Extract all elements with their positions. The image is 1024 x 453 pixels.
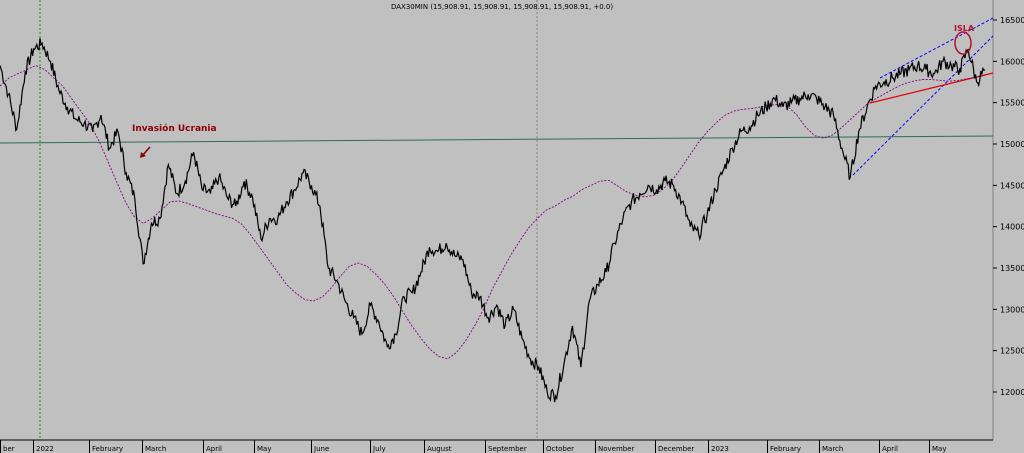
horizontal-level-line [0, 135, 994, 144]
x-tick-label: ber [3, 445, 15, 453]
x-tick-label: September [488, 445, 527, 453]
y-tick-label: 13500 [1000, 264, 1024, 273]
x-tick-label: July [372, 445, 386, 453]
chart-title: DAX30MIN (15,908.91, 15,908.91, 15,908.9… [391, 3, 613, 11]
x-tick-label: August [427, 445, 452, 453]
annotation-isla: ISLA [954, 24, 975, 33]
y-tick-label: 12000 [1000, 388, 1024, 397]
channel-lower-line [852, 35, 994, 176]
y-tick-label: 15500 [1000, 99, 1024, 108]
y-tick-label: 14000 [1000, 223, 1024, 232]
y-tick-label: 14500 [1000, 181, 1024, 190]
x-tick-label: March [145, 445, 166, 453]
x-tick-label: May [257, 445, 271, 453]
y-tick-label: 13000 [1000, 305, 1024, 314]
x-tick-label: November [598, 445, 635, 453]
x-tick-label: April [882, 445, 898, 453]
y-tick-label: 12500 [1000, 347, 1024, 356]
isla-circle [954, 31, 972, 55]
y-axis: 12000 12500 13000 13500 14000 14500 15000 15500… [993, 16, 1024, 397]
channel-upper-line [879, 17, 994, 79]
moving-average-line [0, 65, 986, 360]
x-tick-label: 2023 [711, 445, 729, 453]
x-tick-label: April [206, 445, 222, 453]
y-tick-label: 15000 [1000, 140, 1024, 149]
x-tick-label: October [546, 445, 574, 453]
x-tick-label: February [770, 445, 801, 453]
x-tick-label: March [822, 445, 843, 453]
x-tick-label: 2022 [36, 445, 54, 453]
x-axis-labels: ber 2022 February March April May June July Augu… [0, 440, 946, 453]
x-tick-label: December [658, 445, 694, 453]
price-series-line [0, 38, 986, 403]
annotation-invasion-ucrania: Invasión Ucrania [132, 123, 217, 134]
x-tick-label: May [932, 445, 946, 453]
annotation-arrow [140, 146, 151, 158]
x-tick-label: February [92, 445, 123, 453]
y-tick-label: 16500 [1000, 16, 1024, 25]
y-tick-label: 16000 [1000, 57, 1024, 66]
x-tick-label: June [313, 445, 329, 453]
